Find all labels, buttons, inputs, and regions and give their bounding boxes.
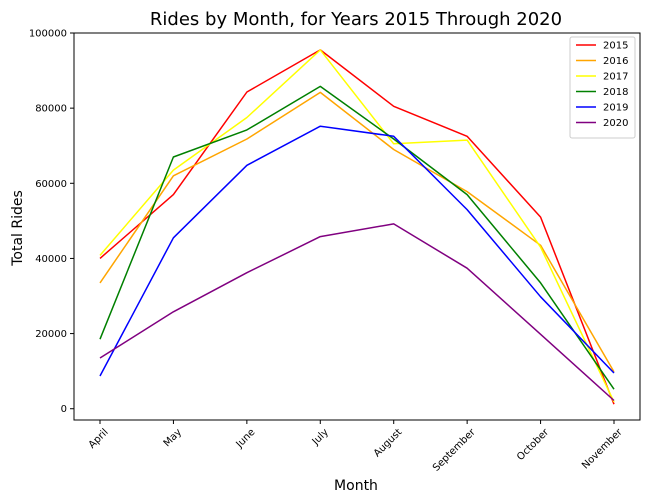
plot-frame — [73, 32, 641, 421]
y-tick-label: 0 — [61, 404, 67, 415]
x-tick-label: August — [372, 427, 405, 460]
series-line-2019 — [99, 125, 615, 377]
series-line-2016 — [99, 91, 615, 373]
legend-label-2018: 2018 — [603, 87, 628, 98]
series-line-2020 — [99, 223, 615, 402]
series-line-2017 — [99, 49, 615, 403]
x-tick-label: November — [580, 426, 625, 471]
legend-label-2016: 2016 — [603, 56, 628, 67]
x-tick-label: July — [310, 427, 331, 448]
x-tick-label: May — [162, 427, 184, 449]
plot-area — [73, 32, 641, 421]
legend-label-2020: 2020 — [603, 118, 628, 129]
series-line-2018 — [99, 85, 615, 390]
legend-box — [569, 36, 636, 139]
y-tick-label: 20000 — [35, 329, 67, 340]
y-tick-label: 100000 — [29, 29, 67, 40]
x-tick-label: September — [431, 426, 478, 473]
chart-title: Rides by Month, for Years 2015 Through 2… — [150, 9, 562, 30]
x-tick-label: June — [234, 427, 258, 451]
legend-label-2017: 2017 — [603, 72, 628, 83]
x-axis: April May June July August September October No… — [87, 420, 625, 474]
x-tick-label: October — [515, 426, 552, 463]
series-group — [99, 49, 615, 405]
x-axis-label: Month — [334, 478, 378, 494]
y-axis-label: Total Rides — [10, 190, 26, 267]
y-tick-label: 60000 — [35, 179, 67, 190]
series-line-2015 — [99, 49, 615, 405]
legend-label-2015: 2015 — [603, 41, 628, 52]
legend: 2015 2016 2017 2018 2019 2020 — [569, 36, 636, 139]
x-tick-label: April — [87, 427, 111, 451]
y-tick-label: 80000 — [35, 104, 67, 115]
legend-label-2019: 2019 — [603, 103, 628, 114]
y-tick-label: 40000 — [35, 254, 67, 265]
y-axis: 0 20000 40000 60000 80000 100000 — [29, 29, 74, 415]
